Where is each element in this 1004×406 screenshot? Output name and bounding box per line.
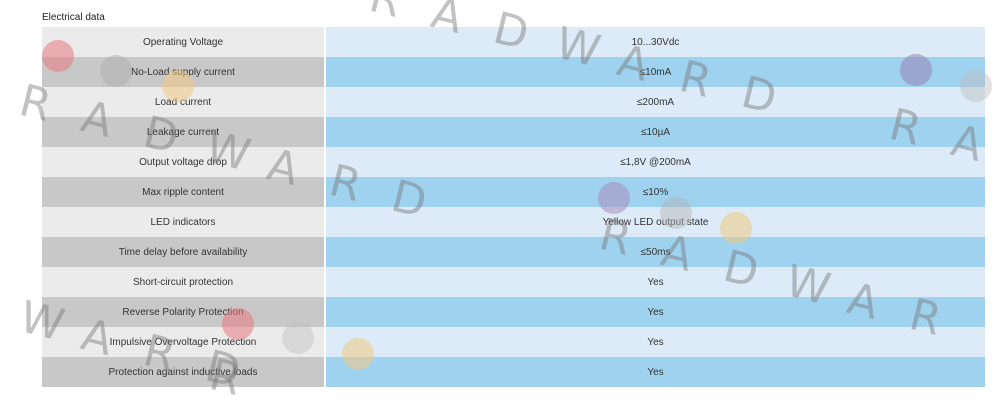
table-row: Load current ≤200mA	[42, 87, 985, 117]
row-label: Max ripple content	[42, 177, 325, 207]
row-value: ≤50ms	[324, 237, 985, 267]
row-label: Load current	[42, 87, 325, 117]
row-label: Reverse Polarity Protection	[42, 297, 325, 327]
section-title: Electrical data	[42, 12, 105, 23]
row-label: Time delay before availability	[42, 237, 325, 267]
row-value: Yellow LED output state	[324, 207, 985, 237]
row-label: No-Load supply current	[42, 57, 325, 87]
table-row: Protection against inductive loads Yes	[42, 357, 985, 387]
table-row: Leakage current ≤10µA	[42, 117, 985, 147]
table-row: Short-circuit protection Yes	[42, 267, 985, 297]
row-label: Leakage current	[42, 117, 325, 147]
row-value: ≤10%	[324, 177, 985, 207]
row-label: LED indicators	[42, 207, 325, 237]
row-label: Protection against inductive loads	[42, 357, 325, 387]
row-value: ≤200mA	[324, 87, 985, 117]
row-value: ≤10µA	[324, 117, 985, 147]
row-label: Operating Voltage	[42, 27, 325, 57]
watermark-letter: R	[364, 0, 406, 28]
table-row: Time delay before availability ≤50ms	[42, 237, 985, 267]
row-value: Yes	[324, 297, 985, 327]
row-value: 10...30Vdc	[324, 27, 985, 57]
row-label: Output voltage drop	[42, 147, 325, 177]
row-value: Yes	[324, 267, 985, 297]
table-row: LED indicators Yellow LED output state	[42, 207, 985, 237]
table-row: Reverse Polarity Protection Yes	[42, 297, 985, 327]
table-row: Operating Voltage 10...30Vdc	[42, 27, 985, 57]
row-value: Yes	[324, 327, 985, 357]
table-row: No-Load supply current ≤10mA	[42, 57, 985, 87]
table-row: Output voltage drop ≤1,8V @200mA	[42, 147, 985, 177]
electrical-data-table: Operating Voltage 10...30Vdc No-Load sup…	[42, 27, 985, 387]
row-label: Short-circuit protection	[42, 267, 325, 297]
row-value: Yes	[324, 357, 985, 387]
table-row: Impulsive Overvoltage Protection Yes	[42, 327, 985, 357]
row-value: ≤1,8V @200mA	[324, 147, 985, 177]
table-row: Max ripple content ≤10%	[42, 177, 985, 207]
row-label: Impulsive Overvoltage Protection	[42, 327, 325, 357]
row-value: ≤10mA	[324, 57, 985, 87]
